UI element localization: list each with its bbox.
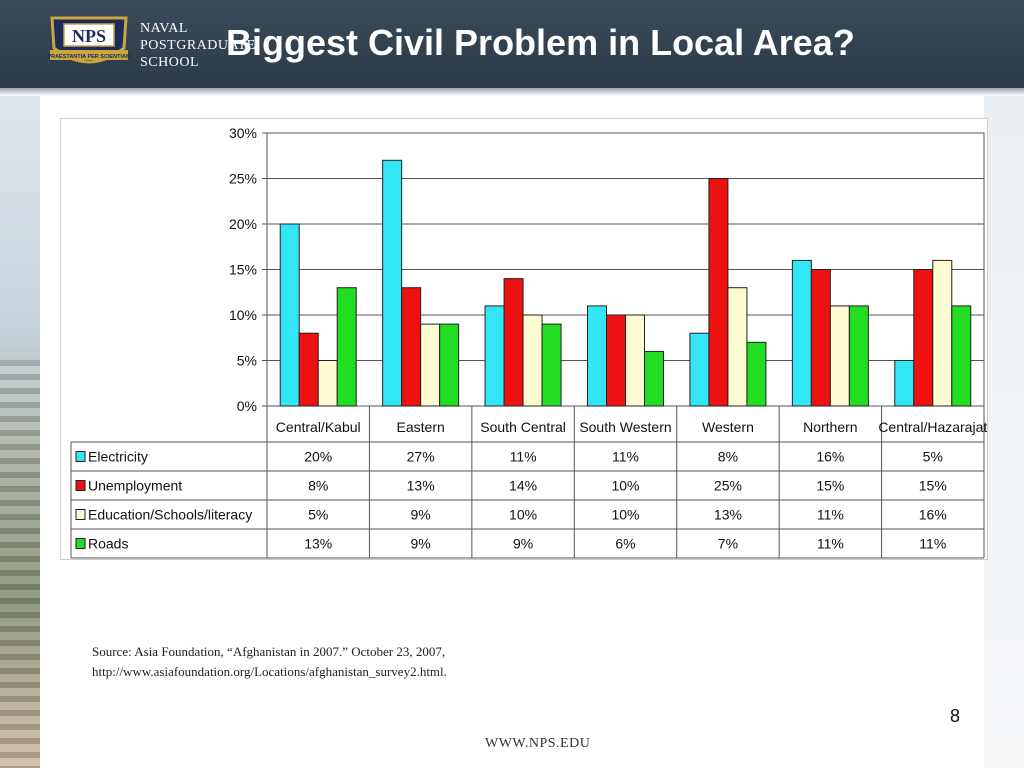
table-value: 27%: [407, 449, 435, 465]
table-value: 13%: [714, 507, 742, 523]
category-label: Eastern: [397, 419, 445, 435]
table-value: 11%: [612, 449, 639, 465]
table-value: 11%: [510, 449, 537, 465]
table-value: 10%: [509, 507, 537, 523]
table-value: 15%: [816, 478, 844, 494]
table-value: 6%: [615, 536, 635, 552]
bar: [439, 323, 460, 407]
background-fade: [984, 96, 1024, 768]
bar: [894, 360, 915, 407]
bar: [401, 287, 422, 407]
category-label: Central/Hazarajat: [878, 419, 987, 435]
legend-key: [75, 538, 86, 549]
bar: [279, 223, 300, 407]
legend-key: [75, 451, 86, 462]
bar: [484, 305, 505, 407]
y-tick-label: 20%: [229, 216, 257, 232]
chart-frame: 0% 5% 10% 15% 20% 25% 30% Central/Kabul Eastern S…: [60, 118, 988, 560]
footer-url: WWW.NPS.EDU: [485, 736, 591, 751]
category-label: South Central: [480, 419, 566, 435]
category-label: Central/Kabul: [276, 419, 361, 435]
table-value: 8%: [308, 478, 328, 494]
bar: [848, 305, 869, 407]
bar: [644, 350, 664, 407]
bar: [541, 323, 562, 407]
category-label: Northern: [803, 419, 857, 435]
table-value: 5%: [923, 449, 943, 465]
bar: [336, 287, 357, 407]
bar: [932, 259, 953, 407]
category-label: South Western: [579, 419, 671, 435]
slide-title: Biggest Civil Problem in Local Area?: [226, 22, 855, 63]
table-value: 8%: [718, 449, 738, 465]
bar: [951, 305, 972, 407]
table-value: 9%: [513, 536, 533, 552]
school-name: NAVAL POSTGRADUATE SCHOOL: [140, 20, 256, 71]
nps-shield-logo-icon: NPS PRAESTANTIA PER SCIENTIAM: [47, 16, 131, 64]
bar: [810, 269, 831, 407]
table-value: 20%: [304, 449, 332, 465]
y-tick-label: 15%: [229, 262, 257, 278]
header-bar: NPS PRAESTANTIA PER SCIENTIAM NAVAL POST…: [0, 0, 1024, 88]
table-value: 9%: [411, 507, 431, 523]
campus-photo-texture: [0, 360, 40, 768]
school-name-line-3: SCHOOL: [140, 55, 200, 70]
legend-label: Education/Schools/literacy: [88, 507, 252, 523]
page-number: 8: [950, 706, 961, 726]
source-line-2: http://www.asiafoundation.org/Locations/…: [92, 664, 447, 679]
table-value: 11%: [817, 536, 844, 552]
source-citation: Source: Asia Foundation, “Afghanistan in…: [92, 642, 447, 682]
table-value: 7%: [718, 536, 738, 552]
legend-label: Unemployment: [88, 478, 182, 494]
bar: [708, 178, 729, 407]
bar: [913, 269, 934, 407]
legend-label: Electricity: [88, 449, 148, 465]
school-name-line-1: NAVAL: [140, 21, 188, 36]
bar: [829, 305, 850, 407]
logo-motto: PRAESTANTIA PER SCIENTIAM: [47, 54, 131, 60]
table-value: 11%: [919, 536, 946, 552]
y-tick-label: 25%: [229, 171, 257, 187]
bar: [503, 278, 524, 407]
campus-photo-strip: [0, 96, 40, 768]
y-tick-label: 30%: [229, 125, 257, 141]
bar: [382, 159, 403, 407]
bar: [606, 314, 626, 407]
table-value: 11%: [817, 507, 844, 523]
bar: [727, 287, 748, 407]
table-value: 25%: [714, 478, 742, 494]
logo-text: NPS: [72, 26, 106, 46]
legend-key: [75, 509, 86, 520]
y-tick-label: 0%: [237, 398, 257, 414]
source-line-1: Source: Asia Foundation, “Afghanistan in…: [92, 644, 446, 659]
legend-key: [75, 480, 86, 491]
y-tick-label: 5%: [237, 353, 257, 369]
table-value: 5%: [308, 507, 328, 523]
header-shadow: [0, 88, 1024, 96]
bar: [791, 259, 812, 407]
table-value: 10%: [611, 478, 639, 494]
legend-label: Roads: [88, 536, 128, 552]
y-tick-label: 10%: [229, 307, 257, 323]
table-value: 13%: [407, 478, 435, 494]
bar: [317, 360, 338, 407]
bar: [420, 323, 441, 407]
school-name-line-2: POSTGRADUATE: [140, 38, 256, 53]
table-value: 10%: [611, 507, 639, 523]
bar: [587, 305, 607, 407]
table-value: 16%: [816, 449, 844, 465]
bar-chart-with-data-table: 0% 5% 10% 15% 20% 25% 30% Central/Kabul Eastern S…: [70, 125, 987, 559]
bar: [625, 314, 645, 407]
table-value: 14%: [509, 478, 537, 494]
bar: [522, 314, 543, 407]
table-value: 13%: [304, 536, 332, 552]
table-value: 16%: [919, 507, 947, 523]
table-value: 15%: [919, 478, 947, 494]
bar: [689, 332, 710, 407]
bar: [298, 332, 319, 407]
table-value: 9%: [411, 536, 431, 552]
category-label: Western: [702, 419, 754, 435]
bar: [746, 341, 767, 407]
